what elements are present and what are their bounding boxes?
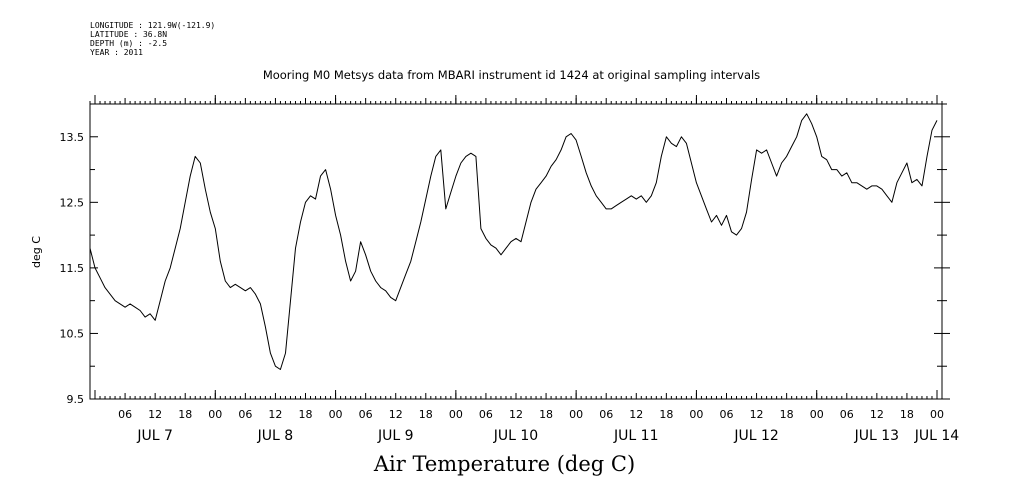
longitude-label: LONGITUDE : 121.9W(-121.9)	[90, 21, 216, 30]
x-tick-label: 06	[479, 408, 493, 421]
x-tick-label: 06	[238, 408, 252, 421]
x-tick-label: 18	[900, 408, 914, 421]
x-tick-label: 00	[930, 408, 944, 421]
plot-frame	[89, 103, 943, 400]
x-tick-label: 12	[750, 408, 764, 421]
x-day-label: JUL 11	[613, 428, 658, 444]
x-tick-label: 06	[599, 408, 613, 421]
latitude-label: LATITUDE : 36.8N	[90, 30, 168, 39]
chart-title: Mooring M0 Metsys data from MBARI instru…	[262, 68, 761, 82]
year-label: YEAR : 2011	[90, 48, 143, 57]
x-tick-label: 12	[148, 408, 162, 421]
x-tick-label: 18	[299, 408, 313, 421]
x-tick-label: 12	[268, 408, 282, 421]
x-day-label: JUL 7	[136, 428, 173, 444]
x-tick-label: 12	[629, 408, 643, 421]
x-day-label: JUL 12	[733, 428, 778, 444]
y-tick-label: 10.5	[60, 327, 85, 340]
x-axis-title: Air Temperature (deg C)	[373, 452, 636, 476]
x-tick-label: 18	[178, 408, 192, 421]
x-tick-label: 12	[509, 408, 523, 421]
y-axis-label: deg C	[30, 236, 43, 268]
x-tick-label: 18	[539, 408, 553, 421]
x-day-label: JUL 13	[854, 428, 899, 444]
x-tick-label: 06	[359, 408, 373, 421]
y-tick-label: 12.5	[60, 196, 85, 209]
x-tick-label: 18	[419, 408, 433, 421]
metadata-block: LONGITUDE : 121.9W(-121.9) LATITUDE : 36…	[90, 21, 215, 57]
x-tick-label: 00	[569, 408, 583, 421]
x-day-label: JUL 8	[257, 428, 294, 444]
x-tick-label: 00	[208, 408, 222, 421]
x-day-label: JUL 10	[493, 428, 538, 444]
y-tick-label: 9.5	[67, 393, 85, 406]
depth-label: DEPTH (m) : -2.5	[90, 39, 168, 48]
x-tick-label: 12	[389, 408, 403, 421]
x-tick-label: 06	[840, 408, 854, 421]
x-tick-label: 18	[780, 408, 794, 421]
x-day-label: JUL 14	[914, 428, 960, 444]
x-tick-label: 00	[449, 408, 463, 421]
air-temperature-series-line	[89, 113, 938, 370]
y-tick-label: 13.5	[60, 131, 85, 144]
x-tick-label: 06	[118, 408, 132, 421]
x-tick-label: 00	[329, 408, 343, 421]
x-tick-label: 12	[870, 408, 884, 421]
y-tick-label: 11.5	[60, 262, 85, 275]
x-tick-label: 06	[719, 408, 733, 421]
x-tick-label: 18	[659, 408, 673, 421]
x-day-label: JUL 9	[377, 428, 414, 444]
x-tick-label: 00	[689, 408, 703, 421]
x-tick-label: 00	[810, 408, 824, 421]
